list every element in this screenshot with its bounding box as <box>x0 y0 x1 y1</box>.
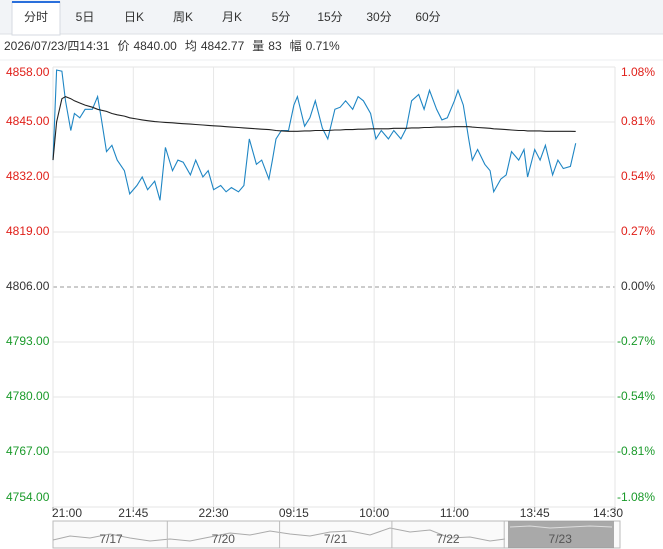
info-label: 幅 <box>290 38 302 53</box>
navigator-window-sparkline <box>509 525 613 529</box>
info-label: 量 <box>252 39 264 53</box>
tab[interactable]: 日K <box>124 10 144 24</box>
y-tick-label: 4832.00 <box>6 169 50 183</box>
info-value: 83 <box>268 39 282 53</box>
x-tick-label: 21:45 <box>118 506 148 520</box>
y-tick-label: 4793.00 <box>6 334 50 348</box>
y-tick-label: 4780.00 <box>6 389 50 403</box>
navigator-date: 7/21 <box>324 532 348 546</box>
tab[interactable]: 5日 <box>76 10 95 24</box>
x-tick-label: 11:00 <box>440 506 469 520</box>
tab[interactable]: 周K <box>173 10 193 24</box>
x-tick-label: 10:00 <box>359 506 389 520</box>
info-value: 4840.00 <box>133 39 177 53</box>
navigator-window[interactable] <box>508 521 614 548</box>
tab[interactable]: 5分 <box>272 10 291 24</box>
info-value: 4842.77 <box>201 39 245 53</box>
y2-tick-label: -1.08% <box>617 490 655 504</box>
x-tick-label: 14:30 <box>593 506 623 520</box>
tab[interactable]: 30分 <box>366 10 391 24</box>
tab[interactable]: 月K <box>222 10 242 24</box>
y2-tick-label: 0.27% <box>621 224 655 238</box>
y-tick-label: 4754.00 <box>6 490 50 504</box>
y-tick-label: 4819.00 <box>6 224 50 238</box>
tab[interactable]: 15分 <box>317 10 342 24</box>
y2-tick-label: -0.27% <box>617 334 655 348</box>
navigator-date: 7/17 <box>99 532 123 546</box>
y2-tick-label: -0.81% <box>617 444 655 458</box>
price-line <box>52 69 577 201</box>
info-label: 均 <box>185 39 197 53</box>
tab[interactable]: 分时 <box>24 10 48 24</box>
y-tick-label: 4858.00 <box>6 65 50 79</box>
info-label: 价 <box>117 39 129 53</box>
x-tick-label: 22:30 <box>199 506 229 520</box>
y2-tick-label: 0.54% <box>621 169 655 183</box>
y-tick-label: 4845.00 <box>6 114 50 128</box>
x-tick-label: 09:15 <box>279 506 309 520</box>
navigator-date: 7/23 <box>549 532 573 546</box>
navigator-date: 7/22 <box>436 532 460 546</box>
info-value: 0.71% <box>306 39 340 53</box>
y2-tick-label: -0.54% <box>617 389 655 403</box>
tab-bar <box>0 0 663 34</box>
x-tick-label: 21:00 <box>52 506 82 520</box>
y2-tick-label: 0.00% <box>621 279 655 293</box>
info-time: 2026/07/23/四14:31 <box>4 39 110 53</box>
average-line <box>52 95 576 161</box>
navigator-date: 7/20 <box>212 532 236 546</box>
tab[interactable]: 60分 <box>415 10 440 24</box>
y-tick-label: 4806.00 <box>6 279 50 293</box>
x-tick-label: 13:45 <box>520 506 550 520</box>
y2-tick-label: 0.81% <box>621 114 655 128</box>
y2-tick-label: 1.08% <box>621 65 655 79</box>
y-tick-label: 4767.00 <box>6 444 50 458</box>
